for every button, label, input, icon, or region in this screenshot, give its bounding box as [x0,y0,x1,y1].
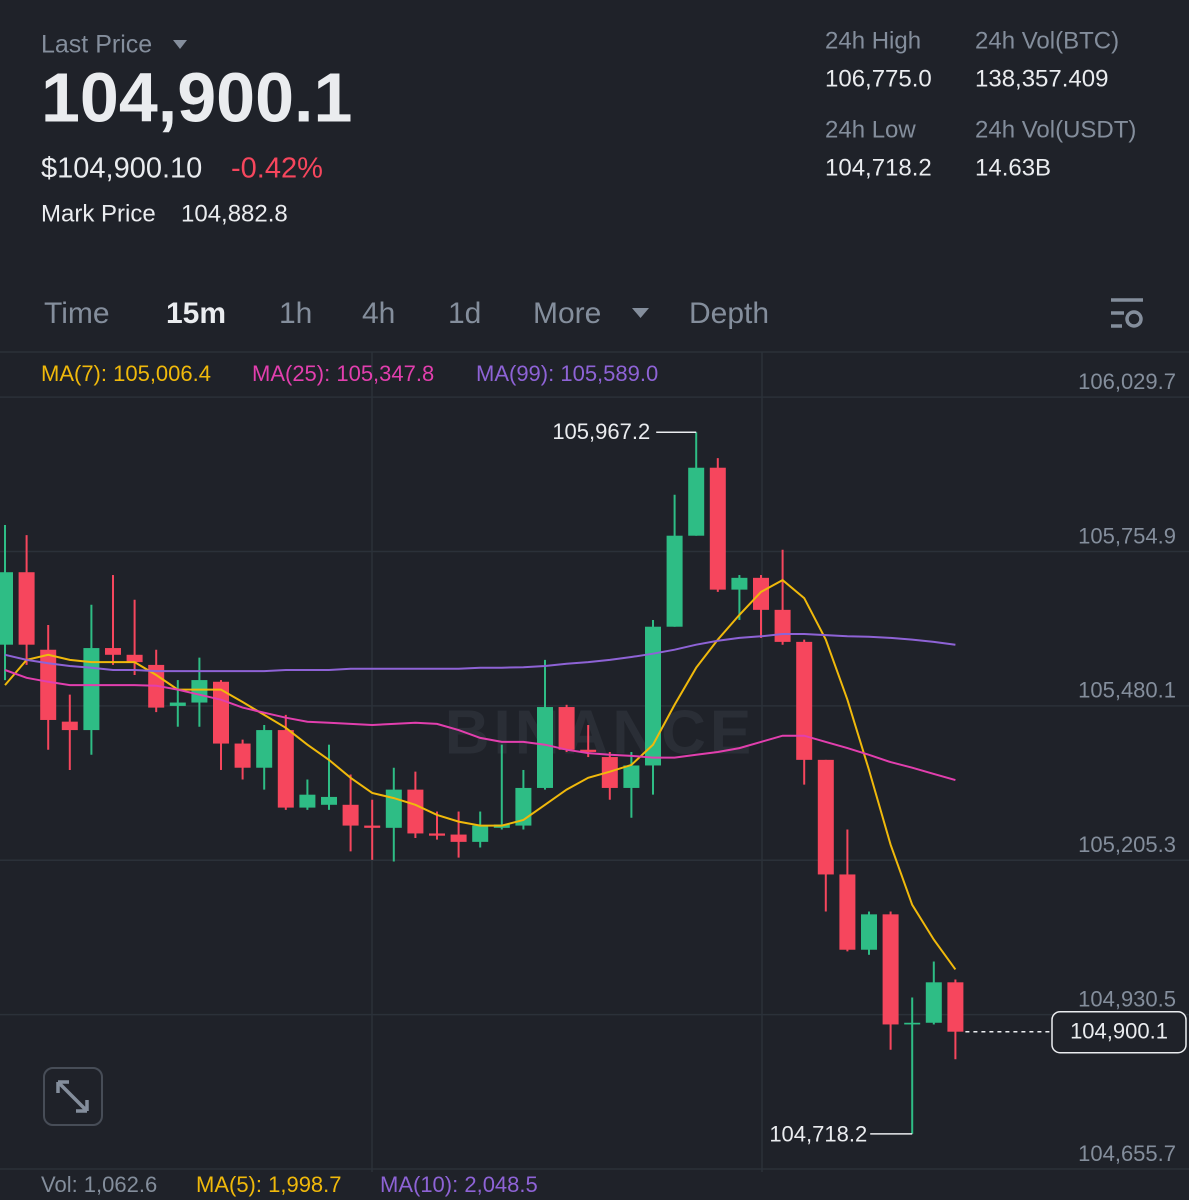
candle-body [105,648,121,655]
ma-line [4,669,956,782]
candle-body [580,749,597,752]
y-tick-label: 105,754.9 [1078,523,1176,548]
candle-body [537,707,553,788]
volume-legend: Vol: 1,062.6 [41,1172,157,1197]
candle-body [731,577,748,590]
volume-legend: MA(10): 2,048.5 [380,1172,538,1197]
candle-body [817,759,834,875]
dropdown-caret[interactable] [632,308,649,318]
y-tick-label: 105,480.1 [1078,678,1176,703]
stat-value: 138,357.409 [975,65,1108,92]
legend-entry: MA(7): 105,006.4 [41,361,211,386]
candle-body [666,535,683,627]
candle-body [709,467,726,590]
annotation-high: 105,967.2 [552,419,650,444]
candle-body [645,626,661,766]
candle-body [126,654,143,663]
chart: BINANCE 106,029.7 105,754.9 105,480.1 105,20… [0,369,1189,1170]
expand-icon [56,1080,89,1113]
last-price: 104,900.1 [41,58,352,136]
last-price-label[interactable]: Last Price [41,31,152,59]
settings-icon[interactable] [1111,298,1143,328]
stat-label: 24h Vol(BTC) [975,27,1119,54]
candle-body [321,796,337,805]
legend-entry: MA(99): 105,589.0 [476,361,658,386]
tab[interactable]: 1d [448,297,481,330]
candle-body [83,648,100,731]
candle-body [839,874,856,950]
stat-label: 24h Vol(USDT) [975,116,1136,143]
mark-price: 104,882.8 [181,200,288,227]
annotation-low: 104,718.2 [769,1122,867,1147]
candle-body [191,680,208,703]
last-price-box [1051,1010,1187,1054]
usd-price: $104,900.10 [41,153,202,185]
candle-body [558,707,575,750]
tab[interactable]: Time [44,297,110,330]
y-tick-label: 104,930.5 [1078,986,1176,1011]
legend-entry: MA(25): 105,347.8 [252,361,434,386]
candle-body [688,467,705,536]
expand-button[interactable] [43,1067,103,1126]
y-tick-label: 104,655.7 [1078,1141,1176,1166]
candle-body [256,730,273,768]
stat-value: 104,718.2 [825,154,932,181]
tab[interactable]: 4h [362,297,395,330]
candle-body [342,804,359,826]
candle-body [796,641,813,760]
price-change: -0.42% [231,153,323,185]
stat-label: 24h Low [825,116,916,143]
y-tick-label: 105,205.3 [1078,832,1176,857]
y-tick-label: 106,029.7 [1078,369,1176,394]
ma-line [4,633,956,673]
tab[interactable]: Depth [689,297,769,330]
candle-body [882,914,899,1025]
dropdown-caret[interactable] [173,40,187,49]
stat-label: 24h High [825,27,921,54]
candle-body [925,982,942,1023]
watermark: BINANCE [445,698,755,767]
tab[interactable]: More [533,297,601,330]
icon-gear [1125,310,1143,328]
volume-legend: MA(5): 1,998.7 [196,1172,342,1197]
candle-body [169,702,186,706]
tab-active[interactable]: 15m [166,297,226,330]
candle-body [947,982,964,1032]
candle-body [472,825,489,842]
candle-body [234,743,251,768]
ma-line [4,578,957,970]
candle-body [364,825,381,828]
stat-value: 14.63B [975,154,1051,181]
candle-body [904,1022,921,1025]
button-frame [43,1067,103,1126]
candle-body [18,572,35,645]
mark-price-label: Mark Price [41,200,156,227]
tab[interactable]: 1h [279,297,312,330]
candle-body [277,730,294,808]
candle-body [774,609,791,642]
candle-body [40,649,57,720]
candle-body [213,681,229,744]
last-price-tag: 104,900.1 [1070,1019,1168,1044]
candle-body [623,765,640,788]
candle-body [385,789,402,828]
stat-value: 106,775.0 [825,65,932,92]
candle-body [407,789,424,834]
candle-body [429,833,445,836]
candle-body [753,577,769,610]
candle-body [861,914,877,950]
candle-body [299,794,316,808]
candle-body [450,834,467,842]
candle-body [0,572,13,645]
candle-body [61,721,78,731]
